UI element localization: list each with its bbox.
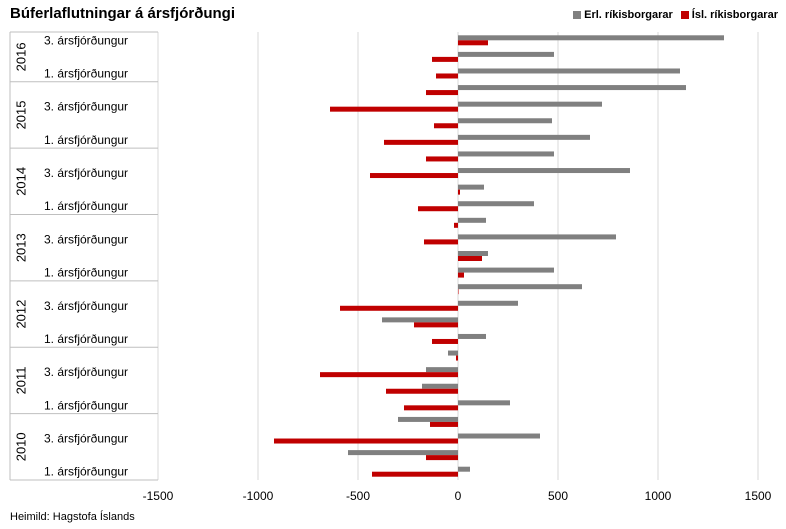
bar-foreign-18 [458, 168, 630, 174]
x-tick-label-5: 1000 [645, 489, 672, 503]
quarter-label-2012-3: 3. ársfjórðungur [44, 299, 128, 313]
quarter-label-2013-3: 3. ársfjórðungur [44, 232, 128, 246]
bar-icelandic-13 [458, 256, 482, 261]
bar-foreign-1 [348, 450, 458, 456]
chart-title: Búferlaflutningar á ársfjórðungi [10, 5, 236, 22]
bar-icelandic-1 [426, 455, 458, 461]
x-tick-label-3: 0 [455, 489, 462, 503]
year-label-2011: 2011 [13, 366, 28, 394]
source-note: Heimild: Hagstofa Íslands [10, 511, 135, 523]
quarter-label-2012-1: 1. ársfjórðungur [44, 332, 128, 346]
year-label-2014: 2014 [13, 167, 28, 196]
bar-foreign-24 [458, 68, 680, 74]
legend-label-icelandic: Ísl. ríkisborgarar [691, 9, 778, 21]
bar-icelandic-22 [330, 106, 458, 112]
quarter-label-2013-1: 1. ársfjórðungur [44, 266, 128, 280]
quarter-label-2016-3: 3. ársfjórðungur [44, 33, 128, 47]
bar-foreign-9 [382, 317, 458, 323]
bar-icelandic-15 [454, 222, 458, 228]
x-tick-label-2: -500 [346, 489, 370, 503]
year-label-2010: 2010 [13, 432, 28, 461]
quarter-label-2014-1: 1. ársfjórðungur [44, 199, 128, 213]
x-tick-label-6: 1500 [745, 489, 772, 503]
bar-icelandic-9 [414, 322, 458, 328]
bar-foreign-26 [458, 35, 724, 41]
bar-icelandic-2 [274, 438, 458, 444]
legend-item-foreign: Erl. ríkisborgarar [573, 9, 673, 21]
bar-icelandic-11 [458, 289, 459, 295]
bar-icelandic-23 [426, 90, 458, 96]
bar-icelandic-18 [370, 173, 458, 179]
bar-icelandic-17 [458, 189, 460, 195]
bar-icelandic-25 [432, 56, 458, 62]
bar-icelandic-20 [384, 139, 458, 145]
quarter-label-2015-3: 3. ársfjórðungur [44, 100, 128, 114]
legend-swatch-foreign [573, 11, 582, 19]
bar-foreign-19 [458, 151, 554, 157]
bar-foreign-3 [398, 416, 458, 422]
x-tick-label-1: -1000 [243, 489, 274, 503]
year-label-2015: 2015 [13, 101, 28, 130]
bar-foreign-10 [458, 300, 518, 306]
bar-icelandic-16 [418, 206, 458, 212]
bar-foreign-6 [426, 367, 458, 373]
bar-foreign-8 [458, 333, 486, 339]
bar-foreign-15 [458, 217, 486, 223]
bar-foreign-4 [458, 400, 510, 406]
bar-foreign-5 [422, 383, 458, 389]
quarter-label-2010-3: 3. ársfjórðungur [44, 432, 128, 446]
year-label-2016: 2016 [13, 42, 28, 71]
bar-icelandic-24 [436, 73, 458, 79]
quarter-label-2015-1: 1. ársfjórðungur [44, 133, 128, 147]
bar-foreign-0 [458, 466, 470, 472]
bar-foreign-11 [458, 284, 582, 290]
bar-icelandic-26 [458, 40, 488, 46]
bar-foreign-13 [458, 251, 488, 256]
bar-foreign-22 [458, 101, 602, 107]
quarter-label-2014-3: 3. ársfjórðungur [44, 166, 128, 180]
legend: Erl. ríkisborgarar Ísl. ríkisborgarar [573, 9, 778, 21]
year-label-2012: 2012 [13, 300, 28, 329]
bar-foreign-16 [458, 201, 534, 207]
bar-icelandic-10 [340, 305, 458, 311]
bar-foreign-20 [458, 134, 590, 140]
bar-icelandic-14 [424, 239, 458, 245]
quarter-label-2011-3: 3. ársfjórðungur [44, 365, 128, 379]
bar-icelandic-0 [372, 471, 458, 477]
legend-label-foreign: Erl. ríkisborgarar [584, 9, 673, 21]
bar-foreign-2 [458, 433, 540, 439]
quarter-label-2011-1: 1. ársfjórðungur [44, 398, 128, 412]
bar-icelandic-6 [320, 372, 458, 378]
x-tick-label-4: 500 [548, 489, 568, 503]
bar-foreign-25 [458, 51, 554, 57]
bar-foreign-23 [458, 85, 686, 91]
bar-foreign-12 [458, 267, 554, 273]
bar-icelandic-21 [434, 123, 458, 129]
year-label-2013: 2013 [13, 233, 28, 262]
bar-icelandic-5 [386, 388, 458, 394]
bar-foreign-14 [458, 234, 616, 240]
bar-icelandic-4 [404, 405, 458, 411]
legend-item-icelandic: Ísl. ríkisborgarar [680, 9, 778, 21]
bar-icelandic-3 [430, 421, 458, 427]
bar-foreign-7 [448, 350, 458, 356]
legend-swatch-icelandic [680, 11, 689, 19]
bar-foreign-17 [458, 184, 484, 190]
quarter-label-2010-1: 1. ársfjórðungur [44, 465, 128, 479]
bar-icelandic-19 [426, 156, 458, 162]
bar-icelandic-8 [432, 338, 458, 344]
x-tick-label-0: -1500 [143, 489, 174, 503]
bar-icelandic-7 [456, 355, 458, 361]
quarter-label-2016-1: 1. ársfjórðungur [44, 66, 128, 80]
bar-foreign-21 [458, 118, 552, 124]
bar-icelandic-12 [458, 272, 464, 278]
